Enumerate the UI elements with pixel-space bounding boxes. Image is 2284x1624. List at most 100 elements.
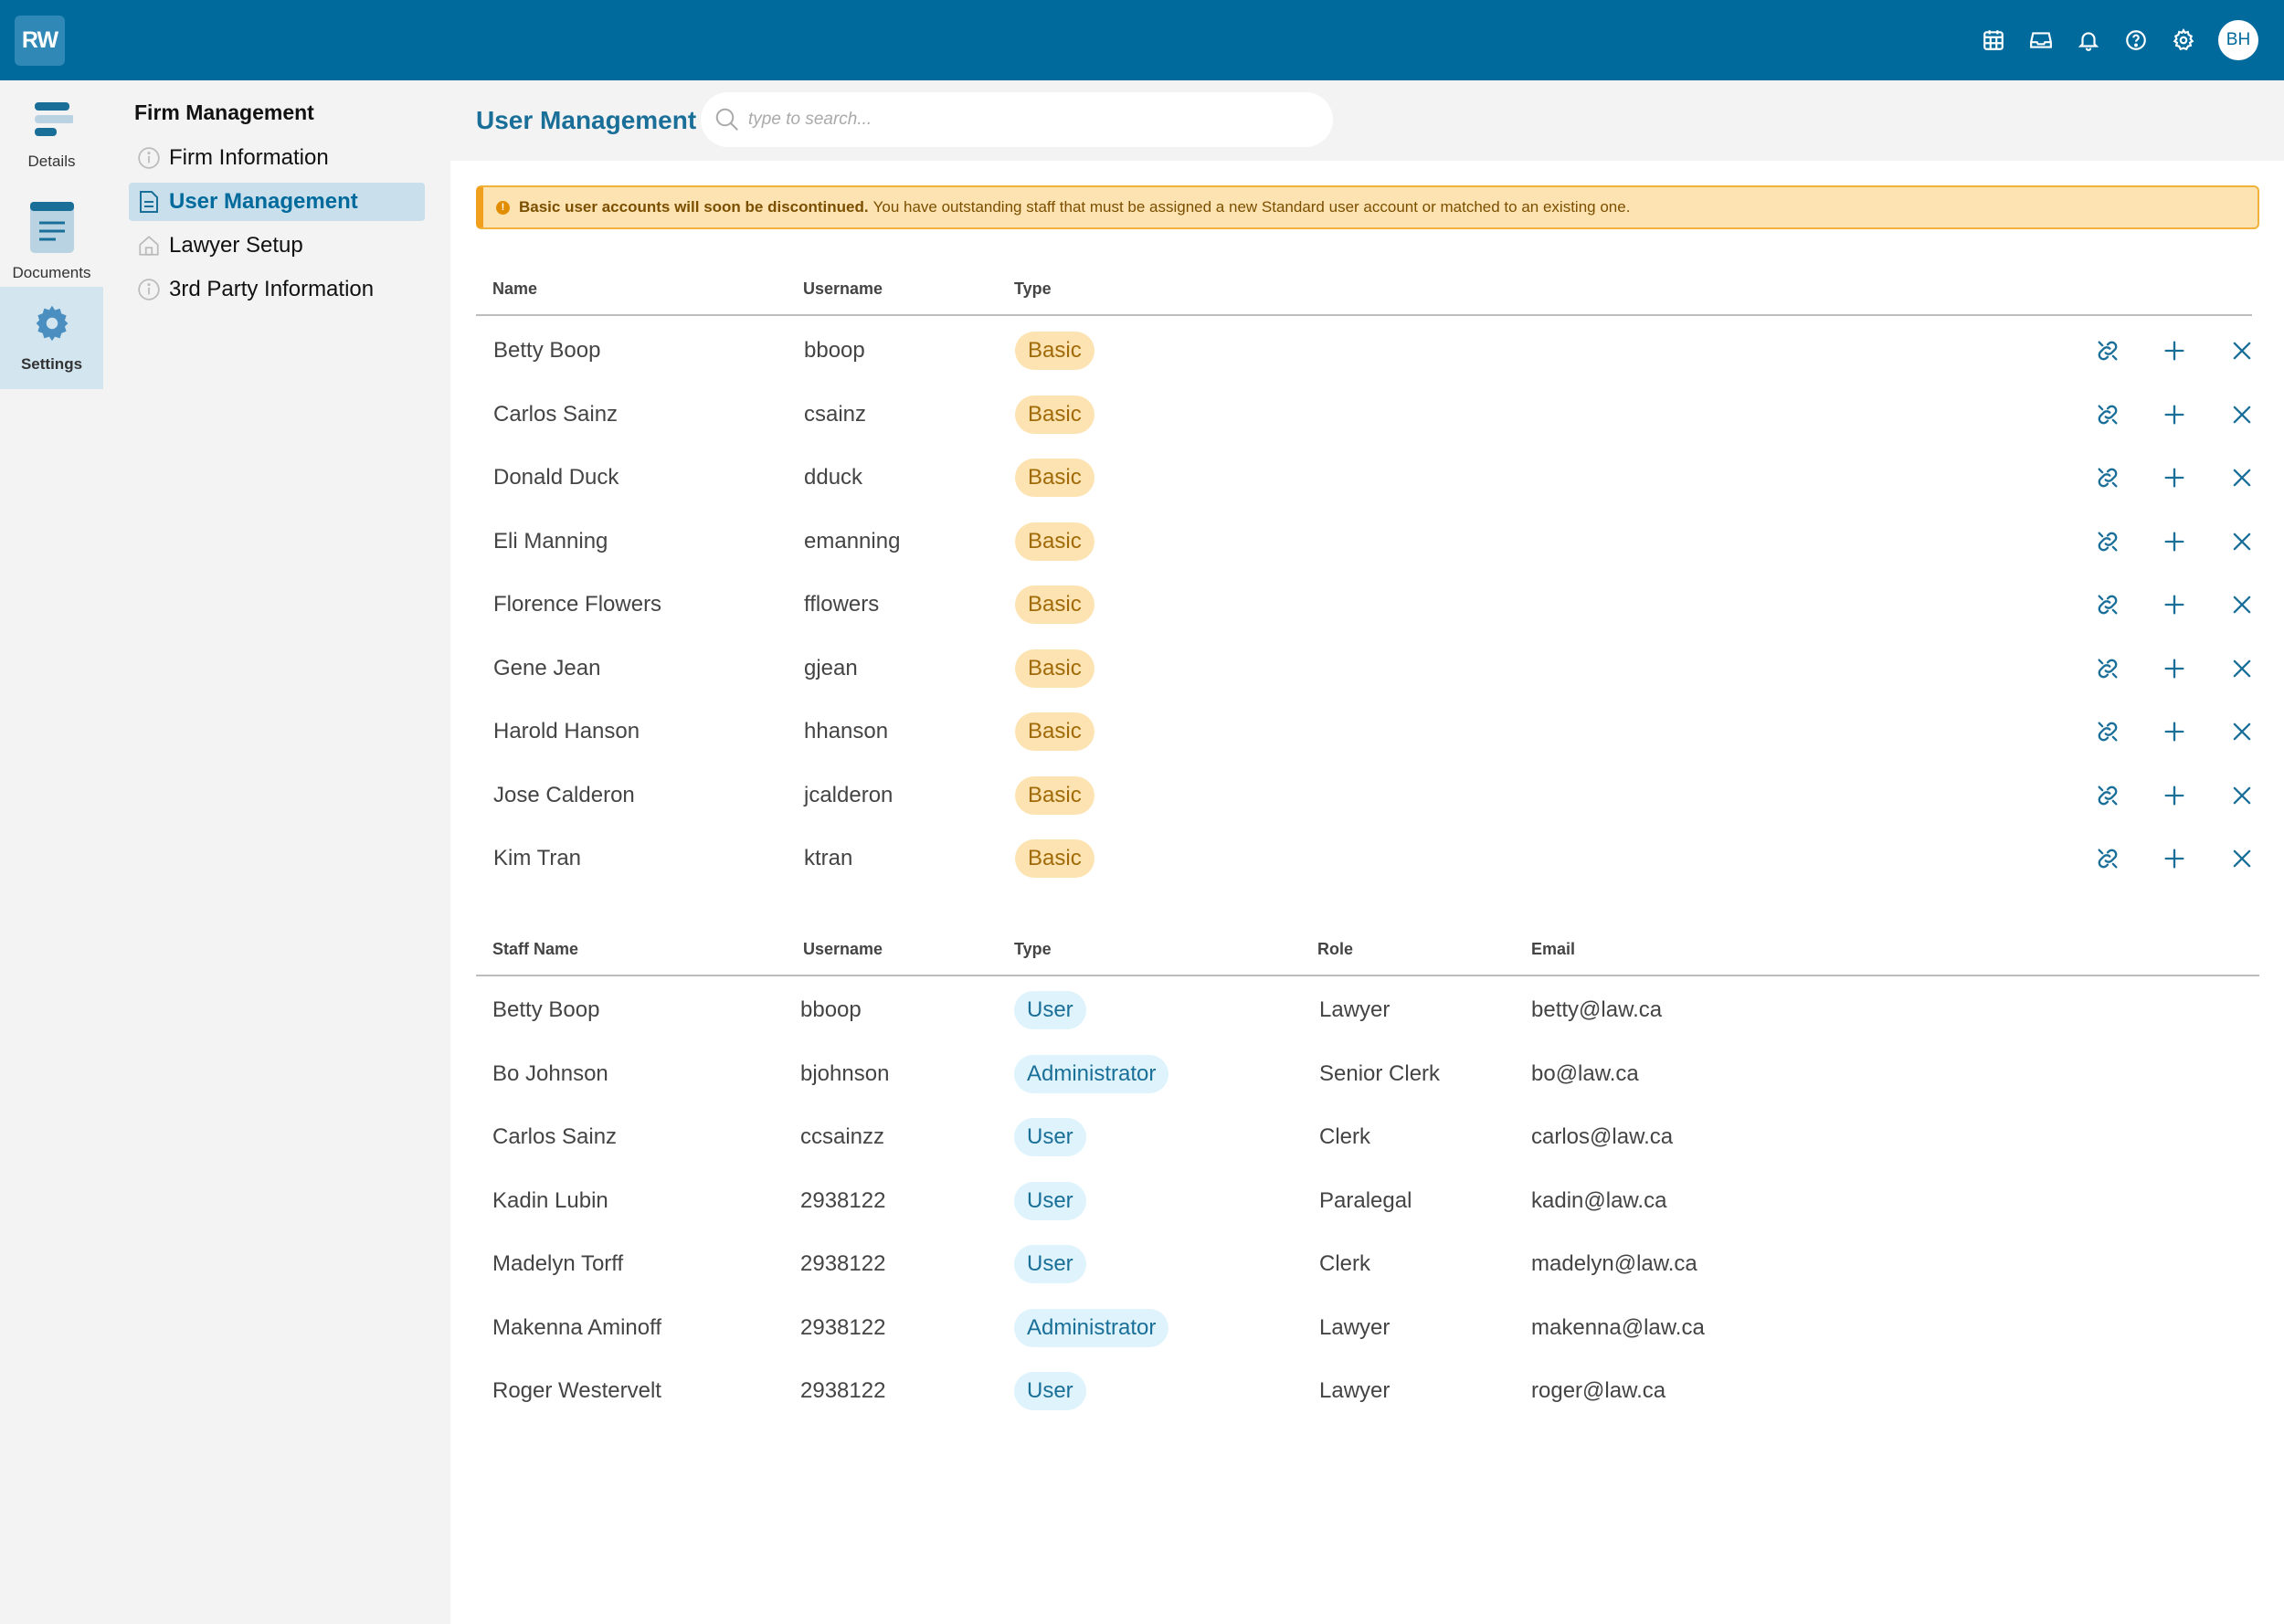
match-account-button[interactable] bbox=[2091, 525, 2124, 558]
match-account-button[interactable] bbox=[2091, 779, 2124, 812]
cell-username: gjean bbox=[804, 655, 858, 680]
remove-button[interactable] bbox=[2226, 525, 2258, 558]
remove-button[interactable] bbox=[2226, 334, 2258, 367]
type-badge: User bbox=[1014, 1181, 1086, 1220]
plus-icon bbox=[2162, 529, 2187, 554]
app-logo[interactable]: RW bbox=[15, 16, 65, 66]
remove-button[interactable] bbox=[2226, 842, 2258, 875]
column-header-staff-name[interactable]: Staff Name bbox=[492, 940, 579, 958]
column-header-type[interactable]: Type bbox=[1014, 279, 1052, 298]
info-icon bbox=[136, 277, 162, 302]
rail-label: Documents bbox=[12, 264, 91, 281]
table-row: Kim Tran ktran Basic bbox=[476, 827, 2252, 891]
user-avatar[interactable]: BH bbox=[2218, 20, 2258, 60]
add-account-button[interactable] bbox=[2158, 652, 2191, 685]
close-icon bbox=[2229, 338, 2255, 364]
table-row: Kadin Lubin 2938122 User Paralegal kadin@law… bbox=[476, 1169, 2259, 1233]
subnav-item-lawyer-setup[interactable]: Lawyer Setup bbox=[129, 227, 425, 265]
table-row: Betty Boop bboop Basic bbox=[476, 319, 2252, 383]
cell-name: Roger Westervelt bbox=[492, 1378, 661, 1403]
match-account-button[interactable] bbox=[2091, 715, 2124, 748]
plus-icon bbox=[2162, 402, 2187, 427]
help-icon[interactable] bbox=[2120, 24, 2152, 57]
cell-name: Eli Manning bbox=[493, 528, 608, 554]
cell-username: jcalderon bbox=[804, 782, 894, 807]
cell-username: ccsainzz bbox=[800, 1124, 885, 1149]
table-row: Harold Hanson hhanson Basic bbox=[476, 700, 2252, 764]
subnav-label: User Management bbox=[169, 189, 358, 214]
cell-name: Carlos Sainz bbox=[493, 401, 619, 427]
type-badge: Basic bbox=[1015, 459, 1094, 497]
plus-icon bbox=[2162, 338, 2187, 364]
add-account-button[interactable] bbox=[2158, 461, 2191, 494]
remove-button[interactable] bbox=[2226, 779, 2258, 812]
match-account-button[interactable] bbox=[2091, 652, 2124, 685]
plus-icon bbox=[2162, 783, 2187, 808]
cell-name: Florence Flowers bbox=[493, 592, 662, 617]
type-badge: User bbox=[1014, 1372, 1086, 1410]
add-account-button[interactable] bbox=[2158, 715, 2191, 748]
cell-name: Carlos Sainz bbox=[492, 1124, 618, 1149]
column-header-role[interactable]: Role bbox=[1317, 940, 1354, 958]
add-account-button[interactable] bbox=[2158, 842, 2191, 875]
cell-username: csainz bbox=[804, 401, 867, 427]
table-row: Bo Johnson bjohnson Administrator Senior Cl… bbox=[476, 1042, 2259, 1106]
plus-icon bbox=[2162, 719, 2187, 744]
subnav-item-firm-information[interactable]: Firm Information bbox=[129, 139, 425, 177]
remove-button[interactable] bbox=[2226, 461, 2258, 494]
rail-item-settings[interactable]: Settings bbox=[0, 287, 103, 389]
cell-username: 2938122 bbox=[800, 1187, 886, 1213]
column-header-username[interactable]: Username bbox=[803, 940, 883, 958]
cell-email: bo@law.ca bbox=[1531, 1060, 1639, 1086]
type-badge: Basic bbox=[1015, 839, 1094, 878]
close-icon bbox=[2229, 465, 2255, 490]
match-account-button[interactable] bbox=[2091, 461, 2124, 494]
column-header-email[interactable]: Email bbox=[1531, 940, 1576, 958]
close-icon bbox=[2229, 656, 2255, 681]
calendar-icon[interactable] bbox=[1977, 24, 2010, 57]
column-header-name[interactable]: Name bbox=[492, 279, 538, 298]
type-badge: Basic bbox=[1015, 775, 1094, 815]
close-icon bbox=[2229, 846, 2255, 871]
type-badge: Basic bbox=[1015, 395, 1094, 434]
match-account-button[interactable] bbox=[2091, 398, 2124, 431]
type-badge: User bbox=[1014, 1118, 1086, 1156]
rail-item-details[interactable]: Details bbox=[0, 95, 103, 186]
match-account-button[interactable] bbox=[2091, 842, 2124, 875]
link-icon bbox=[2095, 719, 2120, 744]
bell-icon[interactable] bbox=[2072, 24, 2105, 57]
cell-email: makenna@law.ca bbox=[1531, 1314, 1705, 1340]
subnav-item-3rd-party-information[interactable]: 3rd Party Information bbox=[129, 270, 425, 309]
remove-button[interactable] bbox=[2226, 588, 2258, 621]
cell-username: bboop bbox=[804, 338, 865, 363]
cell-name: Betty Boop bbox=[492, 997, 600, 1022]
add-account-button[interactable] bbox=[2158, 779, 2191, 812]
table-row: Makenna Aminoff 2938122 Administrator Lawye… bbox=[476, 1296, 2259, 1360]
match-account-button[interactable] bbox=[2091, 334, 2124, 367]
plus-icon bbox=[2162, 592, 2187, 617]
cell-username: ktran bbox=[804, 846, 853, 870]
inbox-icon[interactable] bbox=[2025, 24, 2057, 57]
table-row: Carlos Sainz ccsainzz User Clerk carlos@law.… bbox=[476, 1105, 2259, 1169]
add-account-button[interactable] bbox=[2158, 525, 2191, 558]
subnav-item-user-management[interactable]: User Management bbox=[129, 183, 425, 221]
add-account-button[interactable] bbox=[2158, 398, 2191, 431]
cell-role: Clerk bbox=[1319, 1124, 1371, 1149]
subnav-label: 3rd Party Information bbox=[169, 277, 375, 301]
cell-username: fflowers bbox=[804, 592, 880, 617]
gear-icon[interactable] bbox=[2167, 24, 2200, 57]
cell-role: Lawyer bbox=[1319, 997, 1390, 1022]
remove-button[interactable] bbox=[2226, 652, 2258, 685]
match-account-button[interactable] bbox=[2091, 588, 2124, 621]
cell-email: kadin@law.ca bbox=[1531, 1187, 1667, 1213]
add-account-button[interactable] bbox=[2158, 588, 2191, 621]
add-account-button[interactable] bbox=[2158, 334, 2191, 367]
column-header-type[interactable]: Type bbox=[1014, 940, 1052, 958]
column-header-username[interactable]: Username bbox=[803, 279, 883, 298]
remove-button[interactable] bbox=[2226, 715, 2258, 748]
alert-bold-text: Basic user accounts will soon be discont… bbox=[519, 198, 869, 216]
search-input[interactable] bbox=[748, 110, 1296, 130]
rail-item-documents[interactable]: Documents bbox=[0, 197, 103, 289]
remove-button[interactable] bbox=[2226, 398, 2258, 431]
cell-email: betty@law.ca bbox=[1531, 997, 1663, 1022]
